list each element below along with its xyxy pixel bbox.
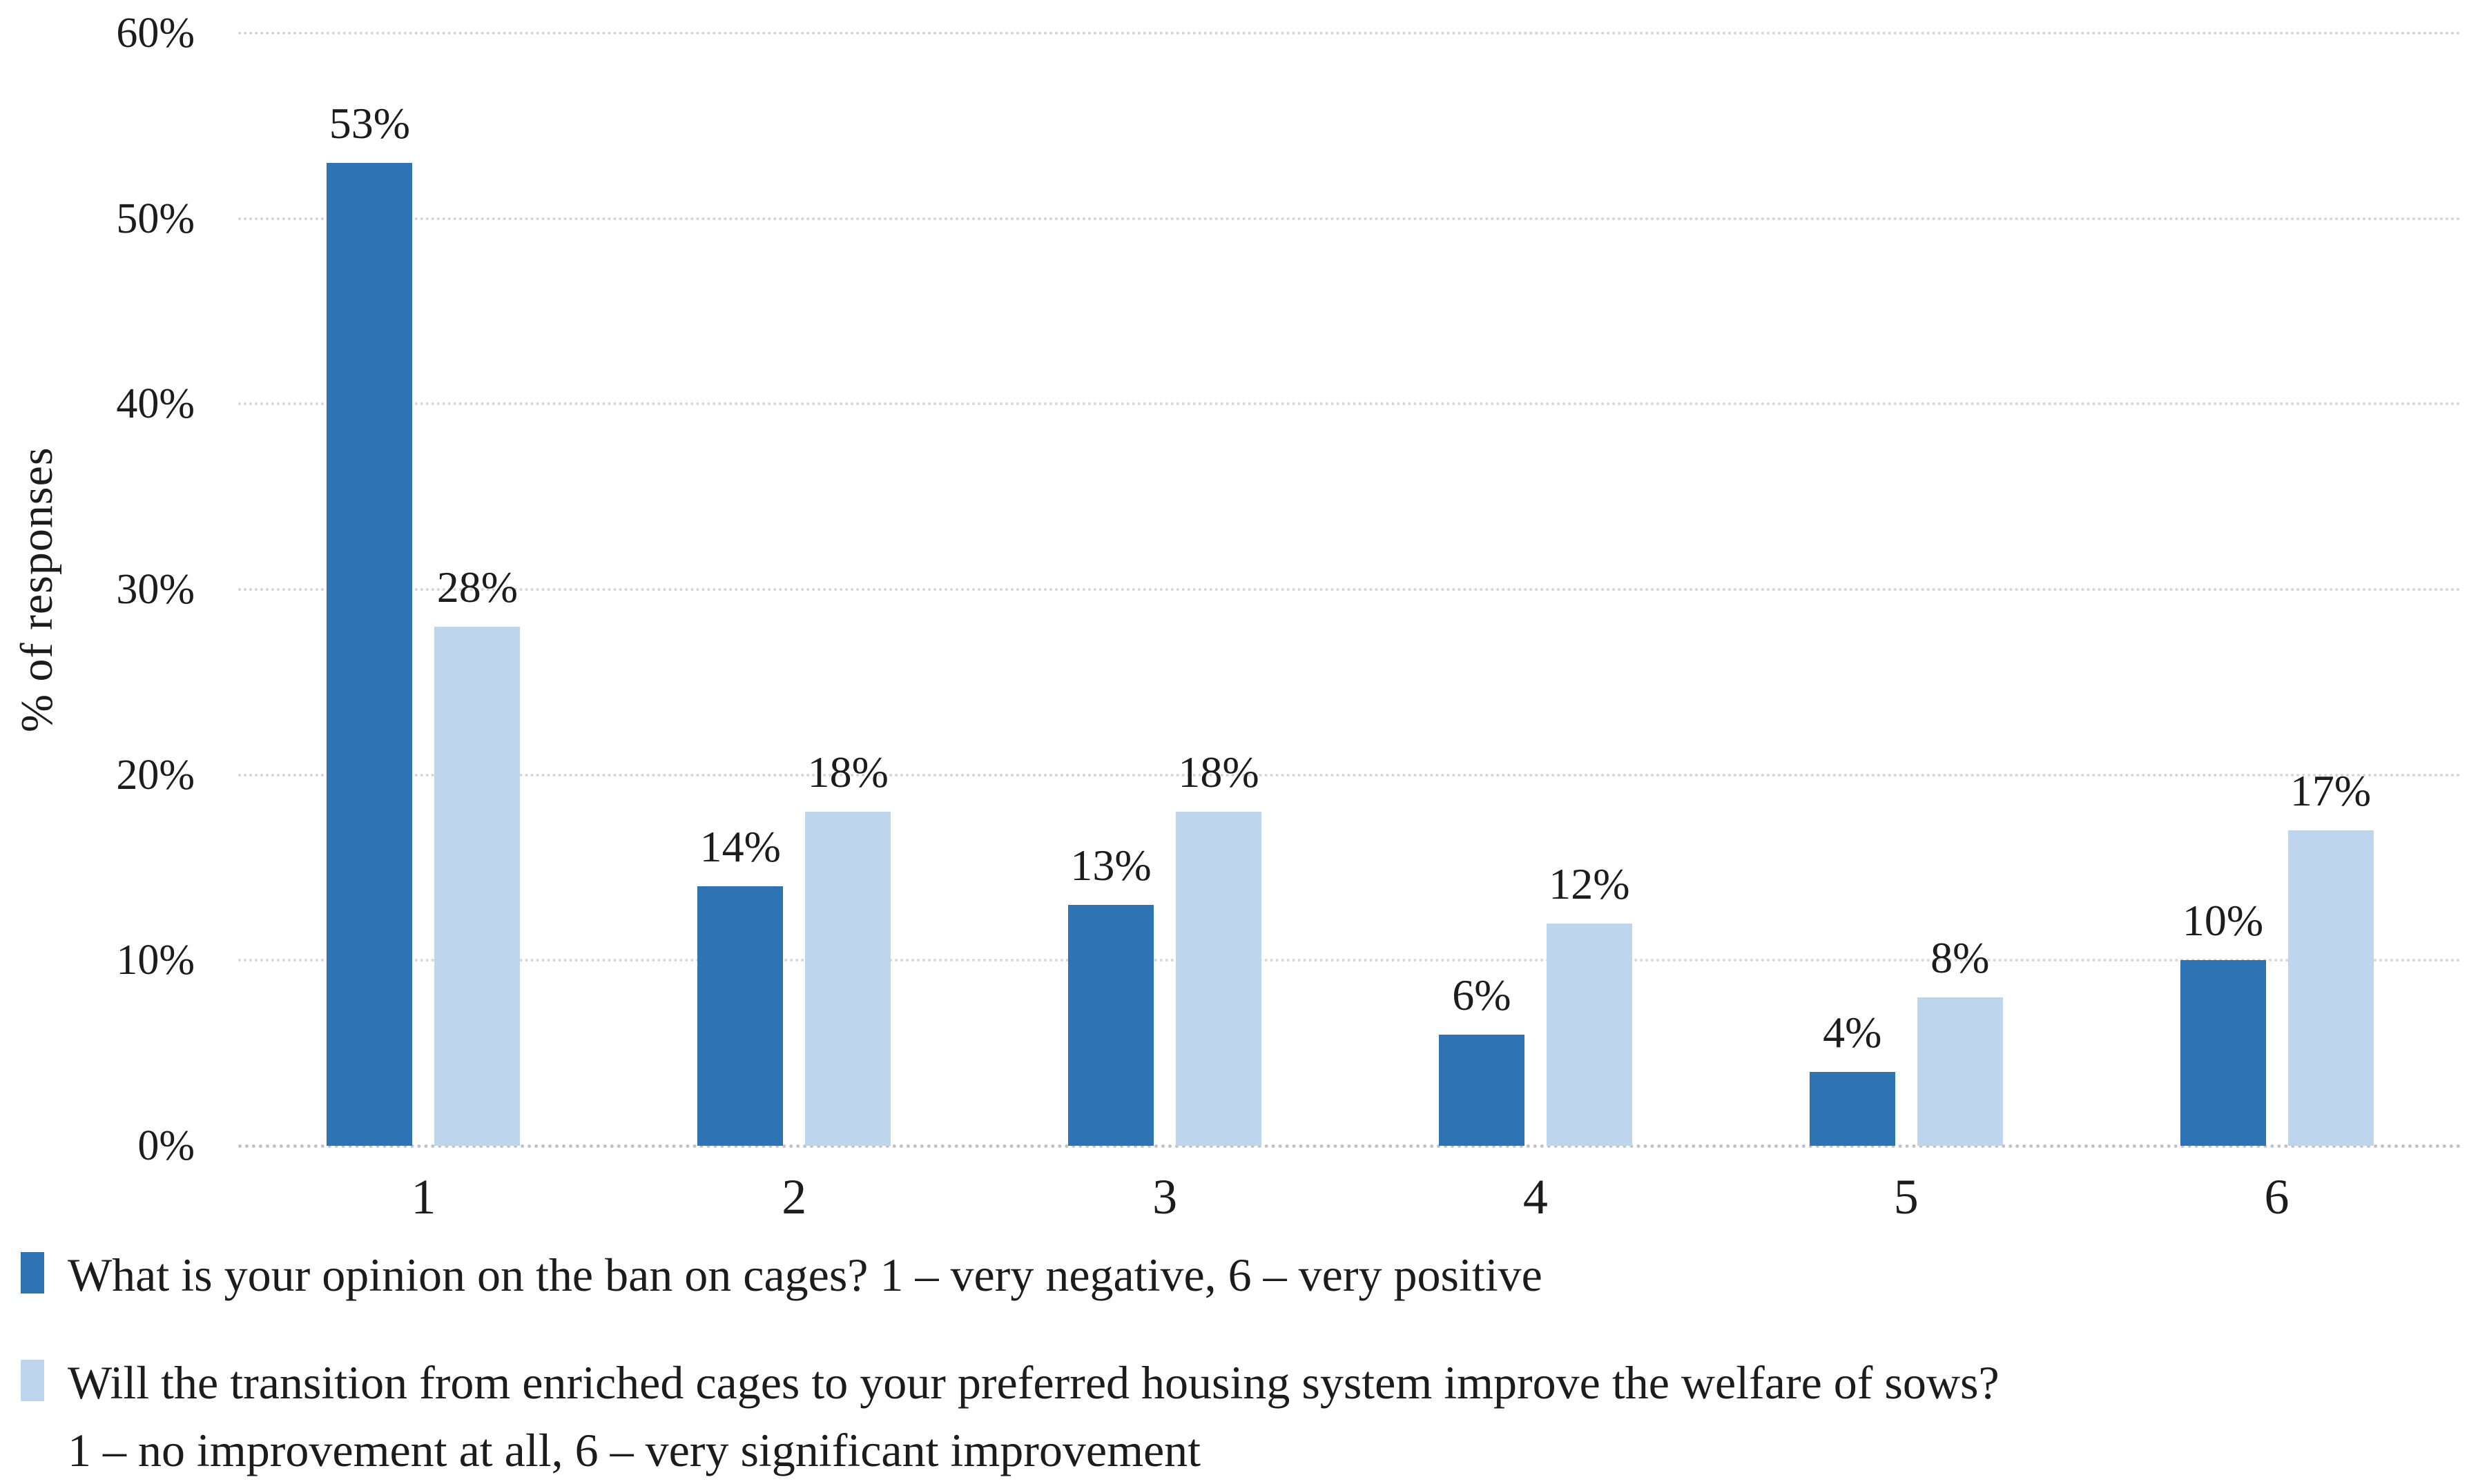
legend-swatch (21, 1252, 44, 1293)
bar-group-3: 13% 18% (980, 33, 1350, 1146)
bar-group-5: 4% 8% (1721, 33, 2091, 1146)
bar-value-label: 12% (1549, 859, 1630, 908)
legend: What is your opinion on the ban on cages… (21, 1241, 2444, 1484)
x-category-label-3: 3 (1152, 1169, 1178, 1224)
bar-series2-category-2: 18% (805, 748, 891, 1146)
y-tick-label-30%: 30% (116, 566, 195, 613)
legend-text-line: 1 – no improvement at all, 6 – very sign… (68, 1424, 1201, 1476)
bar-group-2: 14% 18% (609, 33, 980, 1146)
legend-text-line: What is your opinion on the ban on cages… (68, 1249, 1542, 1301)
legend-text: Will the transition from enriched cages … (68, 1349, 2000, 1484)
y-tick-label-10%: 10% (116, 937, 195, 984)
bar-value-label: 28% (436, 562, 519, 612)
y-tick-label-0%: 0% (137, 1122, 195, 1169)
bar-value-label: 18% (1178, 748, 1259, 797)
bar-series1-category-2: 14% (697, 822, 784, 1146)
plot-area: 53% 28% 14% 18% 13% 18% 6% 12% 4% 8% 10% 17% (238, 32, 2462, 1148)
bar-value-label: 8% (1930, 933, 1990, 983)
legend-text-line: Will the transition from enriched cages … (68, 1356, 2000, 1409)
legend-item-2: Will the transition from enriched cages … (21, 1349, 2444, 1484)
bar-series2-category-6: 17% (2287, 767, 2374, 1146)
bar-value-label: 53% (329, 99, 411, 148)
x-category-label-6: 6 (2264, 1169, 2289, 1224)
bar-series2-category-4: 12% (1546, 859, 1632, 1146)
legend-swatch (21, 1360, 44, 1401)
bar-group-1: 53% 28% (238, 33, 609, 1146)
bar-value-label: 6% (1452, 970, 1511, 1019)
x-category-label-1: 1 (411, 1169, 436, 1224)
bar-group-6: 10% 17% (2091, 33, 2462, 1146)
bar-series1-category-4: 6% (1438, 970, 1524, 1146)
gridline-40% (238, 402, 2462, 406)
bar-series2-category-1: 28% (434, 563, 521, 1146)
gridline-10% (238, 959, 2462, 962)
gridline-20% (238, 773, 2462, 777)
x-axis-baseline (238, 1144, 2462, 1148)
x-category-label-2: 2 (782, 1169, 807, 1224)
bar-series1-category-5: 4% (1809, 1008, 1895, 1146)
bars-row: 53% 28% 14% 18% 13% 18% 6% 12% 4% 8% 10% 17% (238, 33, 2462, 1146)
bar-value-label: 14% (699, 821, 781, 871)
x-axis-labels: 1 2 3 4 5 6 (238, 1165, 2462, 1229)
bar-value-label: 13% (1070, 840, 1152, 890)
bar-series2-category-5: 8% (1917, 934, 2003, 1146)
bar-series1-category-6: 10% (2180, 897, 2266, 1146)
legend-item-1: What is your opinion on the ban on cages… (21, 1241, 2444, 1309)
bar-series2-category-3: 18% (1176, 748, 1262, 1146)
bar-value-label: 18% (807, 748, 889, 797)
y-axis-ticks: 0% 10% 20% 30% 40% 50% 60% (0, 10, 195, 1169)
gridline-60% (238, 32, 2462, 35)
bar-series1-category-1: 53% (327, 99, 413, 1146)
bar-group-4: 6% 12% (1350, 33, 1721, 1146)
x-category-label-5: 5 (1893, 1169, 1919, 1224)
x-category-label-4: 4 (1522, 1169, 1548, 1224)
bar-value-label: 4% (1823, 1007, 1882, 1057)
legend-text: What is your opinion on the ban on cages… (68, 1241, 1542, 1309)
gridline-50% (238, 217, 2462, 220)
y-tick-label-20%: 20% (116, 751, 195, 799)
y-tick-label-40%: 40% (116, 380, 195, 428)
bar-series1-category-3: 13% (1068, 841, 1154, 1146)
y-tick-label-60%: 60% (116, 10, 195, 57)
y-tick-label-50%: 50% (116, 195, 195, 242)
bar-value-label: 10% (2182, 896, 2264, 946)
gridline-30% (238, 588, 2462, 591)
bar-value-label: 17% (2289, 766, 2372, 816)
